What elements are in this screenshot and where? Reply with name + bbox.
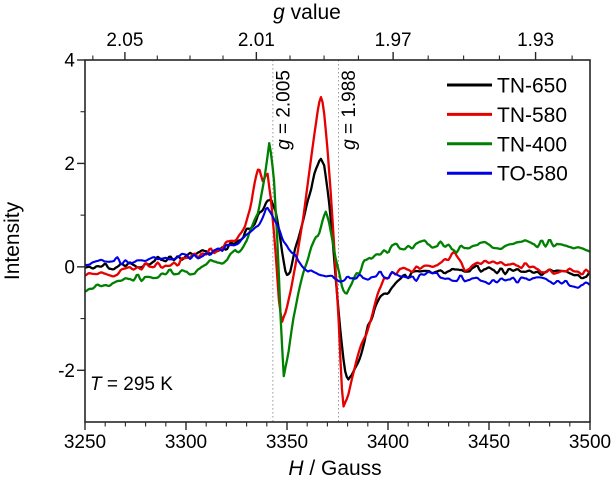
top-axis-title: g value: [273, 1, 341, 24]
annotations: g = 2.005 g = 1.988: [272, 60, 360, 422]
temperature-label: T = 295 K: [90, 374, 173, 395]
curve-TN-400: [85, 141, 590, 378]
y-tick-label: 4: [64, 51, 75, 72]
curve-TO-580: [85, 206, 590, 289]
x-tick-label: 3300: [165, 432, 207, 453]
plot-frame: [84, 59, 591, 423]
legend-entry-TN-580: TN-580: [447, 104, 567, 127]
x-axis-title: H / Gauss: [288, 457, 381, 480]
y-tick-label: 2: [64, 154, 75, 175]
legend-label: TO-580: [497, 163, 568, 186]
legend-entry-TO-580: TO-580: [447, 163, 568, 186]
x-tick-label: 3500: [569, 432, 611, 453]
curves: [85, 95, 590, 408]
g-marker-label-1: g = 2.005: [273, 70, 294, 150]
g-tick-label: 2.01: [238, 30, 275, 51]
curve-TN-580: [85, 95, 590, 408]
y-tick-label: -2: [58, 361, 75, 382]
g-tick-label: 1.97: [375, 30, 412, 51]
legend-label: TN-580: [497, 104, 567, 127]
legend: TN-650 TN-580 TN-400 TO-580: [447, 75, 568, 186]
legend-label: TN-650: [497, 75, 567, 98]
x-tick-label: 3400: [367, 432, 409, 453]
x-axis-bottom: 3250 3300 3350 3400 3450 3500: [64, 422, 611, 453]
legend-label: TN-400: [497, 133, 567, 156]
g-axis-top: 2.05 2.01 1.97 1.93: [92, 30, 573, 60]
legend-entry-TN-650: TN-650: [447, 75, 567, 98]
y-axis-title: Intensity: [1, 201, 24, 280]
g-tick-label: 1.93: [517, 30, 554, 51]
y-tick-label: 0: [64, 257, 75, 278]
x-tick-label: 3350: [266, 432, 308, 453]
x-tick-label: 3450: [468, 432, 510, 453]
x-tick-label: 3250: [64, 432, 106, 453]
g-marker-label-2: g = 1.988: [339, 70, 360, 150]
y-axis-left: 4 2 0 -2: [58, 51, 85, 382]
g-tick-label: 2.05: [106, 30, 143, 51]
legend-entry-TN-400: TN-400: [447, 133, 567, 156]
